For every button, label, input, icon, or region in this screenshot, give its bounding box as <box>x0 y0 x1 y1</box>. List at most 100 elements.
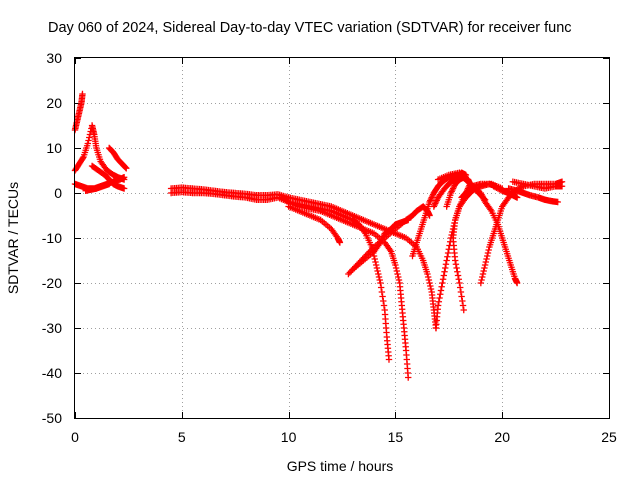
data-point-marker <box>372 261 380 269</box>
series-arc-10 <box>285 203 344 246</box>
data-point-marker <box>513 194 521 201</box>
data-point-marker <box>436 294 443 302</box>
data-point-marker <box>405 374 412 381</box>
data-point-marker <box>453 264 460 272</box>
data-point-marker <box>454 268 461 275</box>
data-point-marker <box>478 276 485 284</box>
data-point-marker <box>479 270 487 278</box>
plot-frame <box>74 57 610 419</box>
data-point-marker <box>456 279 463 287</box>
data-point-marker <box>441 268 448 275</box>
x-tick-label: 10 <box>281 429 297 445</box>
data-point-marker <box>477 279 485 287</box>
data-point-marker <box>434 302 442 309</box>
data-point-marker <box>480 267 487 275</box>
data-point-marker <box>424 273 432 281</box>
data-point-marker <box>120 185 128 192</box>
data-point-marker <box>105 180 113 188</box>
y-tick-label: -30 <box>42 320 62 336</box>
data-point-marker <box>479 273 486 281</box>
data-point-marker <box>380 297 387 305</box>
data-point-marker <box>424 270 431 278</box>
series-arc-18 <box>449 180 499 314</box>
data-point-marker <box>373 264 381 272</box>
data-point-marker <box>484 252 491 260</box>
data-point-marker <box>380 302 388 309</box>
data-point-marker <box>437 287 445 294</box>
series-arc-22 <box>490 183 521 201</box>
data-point-marker <box>378 288 386 296</box>
data-point-marker <box>442 264 449 272</box>
data-point-marker <box>427 285 435 293</box>
data-point-marker <box>445 246 452 253</box>
series-arc-04 <box>88 162 128 192</box>
data-point-marker <box>371 255 378 263</box>
data-point-marker <box>425 276 433 284</box>
data-point-marker <box>123 165 130 172</box>
x-tick-label: 25 <box>601 429 617 445</box>
series-arc-09 <box>278 194 412 381</box>
data-point-marker <box>439 276 447 283</box>
data-point-marker <box>444 253 451 260</box>
series-arc-05 <box>105 144 130 172</box>
data-point-marker <box>385 356 393 363</box>
y-tick-label: -40 <box>42 365 62 381</box>
data-point-marker <box>484 249 492 257</box>
data-point-marker <box>375 273 383 281</box>
series-arc-01 <box>71 90 86 134</box>
data-point-marker <box>456 284 464 291</box>
data-point-marker <box>395 276 403 284</box>
data-point-marker <box>460 306 467 314</box>
data-point-marker <box>558 183 566 190</box>
x-tick-label: 20 <box>494 429 510 445</box>
series-arc-06 <box>82 180 113 194</box>
data-point-marker <box>554 198 561 206</box>
data-point-marker <box>439 279 446 287</box>
series-arc-12 <box>349 216 412 273</box>
y-tick-label: -50 <box>42 410 62 426</box>
data-point-marker <box>372 258 379 266</box>
x-tick-labels: 0 5 10 15 20 25 <box>71 429 617 445</box>
data-point-marker <box>86 134 93 141</box>
data-point-marker <box>483 255 490 263</box>
data-point-marker <box>481 261 489 269</box>
data-point-marker <box>482 258 490 266</box>
data-point-marker <box>376 276 383 284</box>
data-point-marker <box>336 239 344 246</box>
data-point-marker <box>377 279 384 287</box>
grid <box>75 58 609 418</box>
data-points <box>71 90 566 381</box>
data-point-marker <box>459 302 467 309</box>
data-point-marker <box>481 264 488 272</box>
data-point-marker <box>394 270 401 278</box>
data-point-marker <box>374 267 381 275</box>
data-point-marker <box>476 183 483 191</box>
data-point-marker <box>379 293 386 300</box>
data-point-marker <box>455 276 462 283</box>
y-tick-label: 10 <box>46 140 62 156</box>
y-tick-label: -10 <box>42 230 62 246</box>
data-point-marker <box>395 273 402 281</box>
chart-title: Day 060 of 2024, Sidereal Day-to-day VTE… <box>48 20 572 36</box>
data-point-marker <box>442 261 450 268</box>
x-tick-label: 0 <box>71 429 79 445</box>
axis-ticks <box>75 58 610 419</box>
series-arc-20 <box>509 178 566 192</box>
data-point-marker <box>85 137 92 144</box>
x-tick-label: 15 <box>388 429 404 445</box>
data-point-marker <box>457 288 465 296</box>
data-point-marker <box>392 264 400 272</box>
series-arc-19 <box>477 178 566 287</box>
data-point-marker <box>438 283 445 290</box>
data-point-marker <box>79 154 87 162</box>
data-point-marker <box>443 257 450 264</box>
data-point-marker <box>393 267 401 275</box>
data-point-marker <box>405 216 412 224</box>
data-point-marker <box>485 246 492 254</box>
data-point-marker <box>444 249 452 257</box>
y-tick-labels: -50 -40 -30 -20 -10 0 10 20 30 <box>42 50 62 426</box>
series-arc-21 <box>505 185 561 206</box>
y-tick-label: 30 <box>46 50 62 66</box>
data-point-marker <box>120 174 128 181</box>
